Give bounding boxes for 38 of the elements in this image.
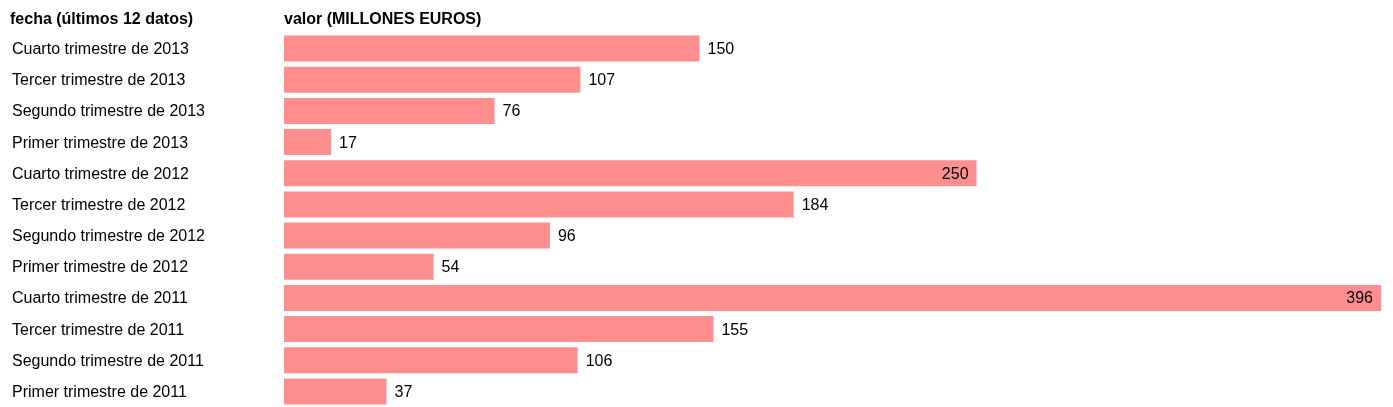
bar — [284, 160, 977, 187]
bar — [284, 347, 578, 374]
data-label: 396 — [1346, 289, 1374, 307]
data-label: 54 — [441, 258, 460, 276]
y-tick-label: Tercer trimestre de 2012 — [12, 195, 186, 213]
y-tick-label: Tercer trimestre de 2013 — [12, 71, 186, 89]
y-tick-label: Primer trimestre de 2013 — [12, 133, 189, 151]
data-label: 106 — [585, 351, 613, 369]
y-tick-label: Segundo trimestre de 2012 — [12, 227, 206, 245]
data-label: 96 — [557, 227, 576, 245]
bar — [284, 129, 332, 156]
y-tick-label: Primer trimestre de 2011 — [12, 382, 187, 400]
bar — [284, 35, 700, 62]
y-tick-label: Cuarto trimestre de 2012 — [12, 164, 190, 182]
bar — [284, 222, 550, 249]
x-axis-title: valor (MILLONES EUROS) — [284, 9, 482, 27]
y-tick-label: Tercer trimestre de 2011 — [12, 320, 185, 338]
y-axis-title: fecha (últimos 12 datos) — [10, 9, 194, 27]
bar — [284, 66, 581, 93]
data-label: 76 — [502, 102, 521, 120]
data-label: 184 — [801, 195, 829, 213]
y-tick-label: Segundo trimestre de 2011 — [12, 351, 204, 369]
bar — [284, 253, 434, 280]
bar — [284, 97, 495, 124]
bar — [284, 378, 387, 405]
data-label: 17 — [339, 133, 357, 151]
data-label: 155 — [721, 320, 749, 338]
data-label: 150 — [707, 40, 735, 58]
bar — [284, 284, 1381, 311]
y-tick-label: Primer trimestre de 2012 — [12, 258, 189, 276]
data-label: 107 — [588, 71, 616, 89]
y-tick-label: Segundo trimestre de 2013 — [12, 102, 206, 120]
bar — [284, 191, 794, 218]
data-label: 250 — [941, 164, 969, 182]
y-tick-label: Cuarto trimestre de 2013 — [12, 40, 190, 58]
bar — [284, 316, 714, 343]
y-tick-label: Cuarto trimestre de 2011 — [12, 289, 188, 307]
data-label: 37 — [394, 382, 413, 400]
